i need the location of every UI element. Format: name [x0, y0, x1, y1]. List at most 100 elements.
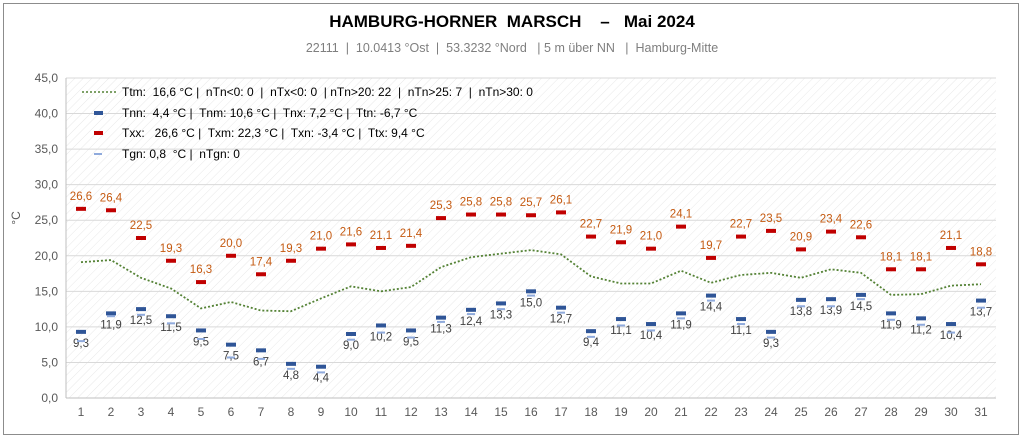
y-tick-label: 35,0	[35, 142, 59, 156]
tmax-data-label: 26,4	[100, 192, 123, 204]
tmin-point	[286, 361, 296, 366]
tgn-point	[677, 317, 685, 320]
y-tick-label: 30,0	[35, 178, 59, 192]
chart-frame	[3, 3, 1019, 435]
tmin-point	[316, 364, 326, 369]
tmax-point	[526, 213, 536, 218]
tmax-data-label: 21,9	[610, 224, 632, 236]
tmax-point	[436, 216, 446, 221]
tgn-point	[617, 324, 625, 327]
tmax-point	[406, 243, 416, 248]
tmax-point	[226, 253, 236, 258]
tgn-point	[437, 320, 445, 323]
tmax-point	[346, 242, 356, 247]
tmax-data-label: 24,1	[670, 209, 692, 221]
legend-marker-tmax	[94, 131, 103, 135]
tgn-point	[857, 298, 865, 301]
tmin-point	[796, 297, 806, 302]
tmin-point	[106, 311, 116, 316]
tmin-data-label: 9,5	[403, 336, 419, 348]
tmax-data-label: 21,0	[310, 231, 332, 243]
tgn-point	[587, 335, 595, 338]
y-tick-label: 45,0	[35, 71, 59, 85]
tmin-data-label: 11,2	[910, 324, 932, 336]
tgn-point	[947, 331, 955, 334]
x-tick-label: 6	[228, 405, 235, 419]
tmax-point	[136, 236, 146, 240]
tgn-point	[317, 371, 325, 374]
tmin-data-label: 4,4	[313, 373, 330, 385]
tmin-data-label: 9,3	[73, 338, 89, 350]
legend-text-tn: Tnn: 4,4 °C | Tnm: 10,6 °C | Tnx: 7,2 °C…	[122, 106, 418, 120]
tmax-point	[676, 224, 686, 229]
tmax-point	[76, 206, 86, 211]
tmax-data-label: 22,5	[130, 220, 152, 232]
x-tick-label: 1	[78, 405, 85, 419]
tmax-point	[256, 272, 266, 277]
tgn-point	[467, 313, 475, 316]
tmin-point	[976, 298, 986, 303]
tmin-point	[376, 323, 386, 328]
tmax-point	[496, 212, 506, 217]
tmin-point	[526, 289, 536, 294]
tgn-point	[977, 306, 985, 309]
tmax-data-label: 16,3	[190, 264, 212, 276]
x-tick-label: 8	[288, 405, 295, 419]
tmin-point	[916, 316, 926, 321]
x-tick-label: 18	[584, 405, 598, 419]
tmin-data-label: 13,9	[820, 305, 842, 317]
x-tick-label: 27	[854, 405, 868, 419]
x-tick-label: 31	[974, 405, 988, 419]
tmin-point	[346, 332, 356, 336]
tmin-data-label: 11,9	[670, 319, 692, 331]
chart-title: HAMBURG-HORNER MARSCH – Mai 2024	[329, 12, 695, 31]
tmin-data-label: 14,4	[700, 302, 723, 314]
tmax-data-label: 22,6	[850, 219, 872, 231]
tgn-point	[707, 299, 715, 302]
tgn-point	[407, 336, 415, 339]
tmax-data-label: 21,4	[400, 228, 423, 240]
tmin-data-label: 11,9	[880, 319, 902, 331]
x-tick-label: 24	[764, 405, 778, 419]
tmax-point	[946, 245, 956, 250]
tmin-data-label: 13,7	[970, 307, 992, 319]
legend-text-tx: Txx: 26,6 °C | Txm: 22,3 °C | Txn: -3,4 …	[122, 126, 425, 140]
x-tick-label: 3	[138, 405, 145, 419]
tmin-point	[826, 297, 836, 302]
legend-marker-tmin	[94, 111, 103, 115]
tmin-point	[136, 307, 146, 312]
tmin-data-label: 10,4	[640, 330, 663, 342]
tmin-data-label: 11,9	[100, 319, 122, 331]
tmax-point	[706, 255, 716, 260]
tmin-point	[166, 314, 176, 319]
tmin-point	[766, 329, 776, 334]
tgn-point	[77, 340, 85, 343]
tmin-data-label: 9,4	[583, 337, 600, 349]
tmax-data-label: 22,7	[580, 219, 602, 231]
tmin-data-label: 13,3	[490, 309, 512, 321]
tmin-point	[856, 292, 866, 297]
x-tick-label: 28	[884, 405, 898, 419]
tmax-data-label: 19,3	[280, 243, 302, 255]
tmin-point	[556, 305, 566, 310]
tmax-data-label: 20,0	[220, 238, 242, 250]
tmin-point	[676, 311, 686, 316]
tmax-data-label: 18,1	[880, 251, 902, 263]
tmax-point	[736, 234, 746, 239]
tgn-point	[287, 367, 295, 370]
x-tick-label: 17	[554, 405, 568, 419]
tmax-point	[166, 258, 176, 263]
tmin-data-label: 9,0	[343, 340, 359, 352]
tmax-point	[646, 246, 656, 251]
x-tick-label: 25	[794, 405, 808, 419]
tmax-data-label: 17,4	[250, 256, 273, 268]
tmin-point	[226, 342, 236, 347]
tgn-point	[647, 329, 655, 332]
tgn-point	[227, 356, 235, 359]
tmax-data-label: 23,5	[760, 213, 782, 225]
tmin-point	[496, 301, 506, 306]
tmax-point	[766, 228, 776, 233]
tgn-point	[347, 338, 355, 341]
tmin-data-label: 12,5	[130, 315, 152, 327]
tmax-point	[796, 247, 806, 252]
